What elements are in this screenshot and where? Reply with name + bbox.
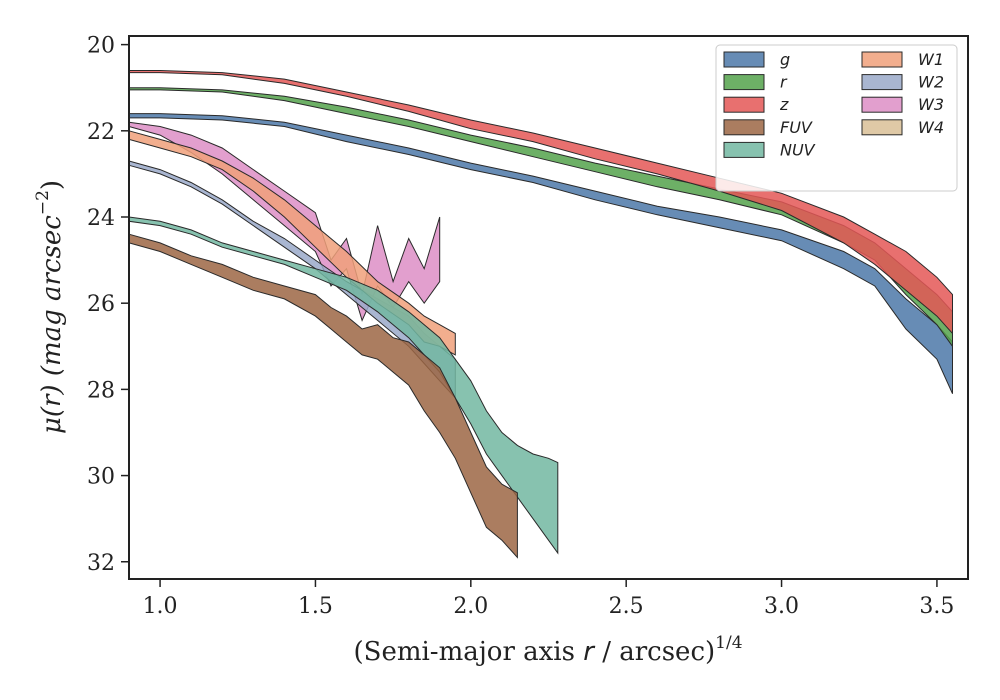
y-tick-label: 24 xyxy=(87,206,115,231)
x-tick-label: 1.5 xyxy=(298,594,333,619)
x-tick-label: 1.0 xyxy=(143,594,178,619)
y-axis: 20 22 24 26 28 30 32 xyxy=(87,34,129,576)
series-band-r xyxy=(128,87,953,348)
x-axis-label-tail: / arcsec) xyxy=(594,637,715,667)
legend-label-w3: W3 xyxy=(918,95,944,114)
legend-label-w4: W4 xyxy=(918,118,944,137)
series-band-nuv xyxy=(128,216,559,555)
x-tick-label: 2.0 xyxy=(453,594,488,619)
legend-label-nuv: NUV xyxy=(780,140,816,159)
y-tick-label: 26 xyxy=(87,292,115,317)
y-tick-label: 30 xyxy=(87,465,115,490)
y-tick-label: 28 xyxy=(87,378,115,403)
y-axis-label-exp: −2 xyxy=(33,190,53,215)
legend-swatch-w2 xyxy=(861,74,903,91)
y-tick-label: 32 xyxy=(87,551,115,576)
x-tick-label: 3.5 xyxy=(919,594,954,619)
legend-label-g: g xyxy=(780,50,790,69)
legend-label-w1: W1 xyxy=(918,50,944,69)
series-band-g xyxy=(128,113,953,394)
series-layer xyxy=(128,70,953,559)
legend-swatch-fuv xyxy=(723,119,765,136)
y-axis-label-close: ) xyxy=(37,180,67,190)
y-tick-label: 20 xyxy=(87,34,115,59)
legend-swatch-z xyxy=(723,96,765,113)
legend-label-fuv: FUV xyxy=(780,118,813,137)
legend-swatch-g xyxy=(723,51,765,68)
plot-frame xyxy=(128,35,969,580)
legend-swatch-w1 xyxy=(861,51,903,68)
x-axis-label-main: (Semi-major axis xyxy=(353,637,583,667)
x-axis-label-var: r xyxy=(583,637,596,667)
legend-label-r: r xyxy=(780,73,788,92)
series-band-z xyxy=(128,70,953,335)
x-tick-label: 2.5 xyxy=(609,594,644,619)
series-band-fuv xyxy=(128,233,518,559)
x-tick-label: 3.0 xyxy=(764,594,799,619)
legend-label-w2: W2 xyxy=(918,73,944,92)
legend: grz FUV NUV W1 W2 W3 W4 xyxy=(715,44,958,192)
y-tick-label: 22 xyxy=(87,120,115,145)
y-axis-label: μ(r) (mag arcsec−2) xyxy=(33,180,67,434)
legend-swatch-r xyxy=(723,74,765,91)
legend-swatch-w4 xyxy=(861,119,903,136)
x-axis: 1.0 1.5 2.0 2.5 3.0 3.5 xyxy=(143,579,954,619)
y-axis-label-main: μ(r) (mag arcsec xyxy=(37,215,67,434)
series-band-w3 xyxy=(128,121,441,322)
x-axis-label-exp: 1/4 xyxy=(715,633,742,653)
x-axis-label: (Semi-major axis r / arcsec)1/4 xyxy=(353,633,742,667)
legend-swatch-w3 xyxy=(861,96,903,113)
legend-swatch-nuv xyxy=(723,141,765,158)
legend-label-z: z xyxy=(779,95,789,114)
